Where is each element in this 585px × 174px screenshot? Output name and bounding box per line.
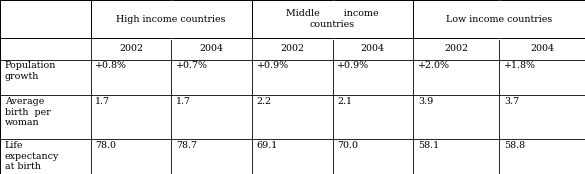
Text: 2.1: 2.1 [337,97,352,106]
Text: +0.7%: +0.7% [176,61,208,70]
Text: 3.9: 3.9 [418,97,433,106]
Text: Low income countries: Low income countries [446,14,552,23]
Text: 2002: 2002 [444,45,468,53]
Text: +0.8%: +0.8% [95,61,128,70]
Text: Life
expectancy
at birth: Life expectancy at birth [5,141,59,171]
Text: 69.1: 69.1 [257,141,278,150]
Text: 3.7: 3.7 [504,97,519,106]
Text: 2004: 2004 [361,45,385,53]
Text: Population
growth: Population growth [5,61,56,81]
Text: 2004: 2004 [199,45,223,53]
Text: 78.7: 78.7 [176,141,197,150]
Text: +2.0%: +2.0% [418,61,450,70]
Text: 78.0: 78.0 [95,141,116,150]
Text: 2002: 2002 [280,45,304,53]
Text: +0.9%: +0.9% [257,61,288,70]
Text: 2004: 2004 [530,45,554,53]
Text: +0.9%: +0.9% [337,61,369,70]
Text: Middle        income
countries: Middle income countries [286,9,379,29]
Text: 58.8: 58.8 [504,141,525,150]
Text: High income countries: High income countries [116,14,226,23]
Text: 70.0: 70.0 [337,141,358,150]
Text: Average
birth  per
woman: Average birth per woman [5,97,50,127]
Text: 1.7: 1.7 [95,97,110,106]
Text: 1.7: 1.7 [176,97,191,106]
Text: 2.2: 2.2 [257,97,271,106]
Text: 58.1: 58.1 [418,141,439,150]
Text: +1.8%: +1.8% [504,61,536,70]
Text: 2002: 2002 [119,45,143,53]
